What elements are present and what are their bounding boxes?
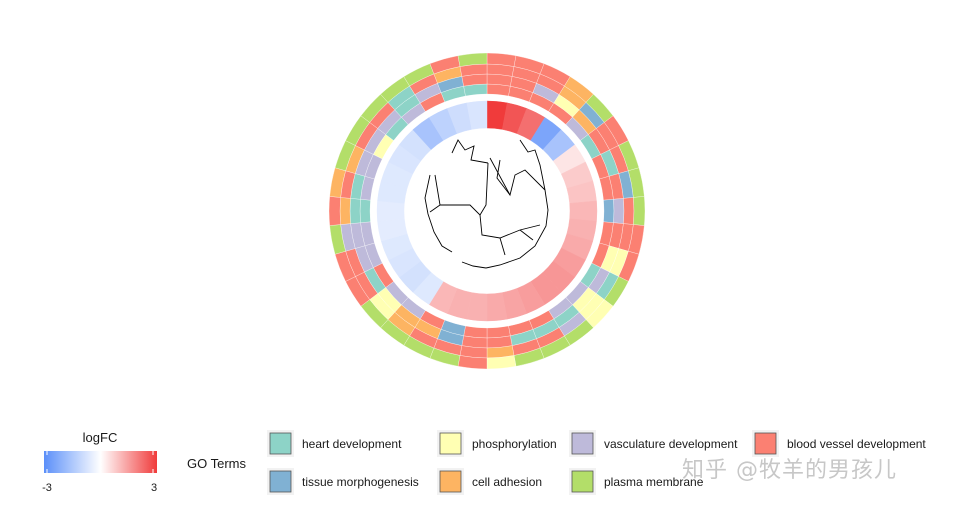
go-term-cell: [623, 197, 635, 225]
go-term-cell: [349, 198, 361, 224]
logfc-cell: [376, 200, 405, 222]
go-legend-swatch: [269, 470, 292, 493]
go-legend-label: vasculature development: [604, 437, 738, 451]
go-legend-label: tissue morphogenesis: [302, 475, 419, 489]
go-term-cell: [463, 83, 488, 97]
dendrogram: [424, 139, 549, 269]
go-legend-label: plasma membrane: [604, 475, 704, 489]
go-legend-swatch: [571, 470, 594, 493]
go-legend-label: blood vessel development: [787, 437, 926, 451]
logfc-cell: [569, 200, 598, 222]
heatmap-rings: [328, 52, 646, 370]
go-legend-swatch: [439, 432, 462, 455]
watermark: 知乎 @牧羊的男孩儿: [682, 458, 897, 483]
go-legend-swatch: [571, 432, 594, 455]
go-term-cell: [463, 325, 488, 339]
go-legend-swatch: [754, 432, 777, 455]
go-legend-swatch: [269, 432, 292, 455]
go-legend-swatch: [439, 470, 462, 493]
go-legend-title: GO Terms: [187, 456, 246, 471]
go-legend-label: heart development: [302, 437, 402, 451]
go-legend: heart development phosphorylation vasculat…: [267, 430, 926, 495]
go-legend-label: phosphorylation: [472, 437, 557, 451]
logfc-cell: [466, 100, 488, 130]
colorbar-max-label: 3: [151, 482, 157, 494]
go-legend-label: cell adhesion: [472, 475, 542, 489]
go-term-cell: [457, 52, 488, 67]
go-term-cell: [633, 196, 646, 226]
go-term-cell: [328, 196, 341, 226]
go-term-cell: [359, 199, 371, 223]
go-term-cell: [613, 198, 625, 224]
go-term-cell: [603, 199, 615, 223]
go-term-cell: [339, 197, 351, 225]
colorbar-gradient: [44, 451, 157, 473]
colorbar-min-label: -3: [42, 482, 52, 494]
go-term-cell: [486, 325, 511, 339]
go-term-cell: [486, 83, 511, 97]
colorbar-title: logFC: [83, 430, 118, 445]
